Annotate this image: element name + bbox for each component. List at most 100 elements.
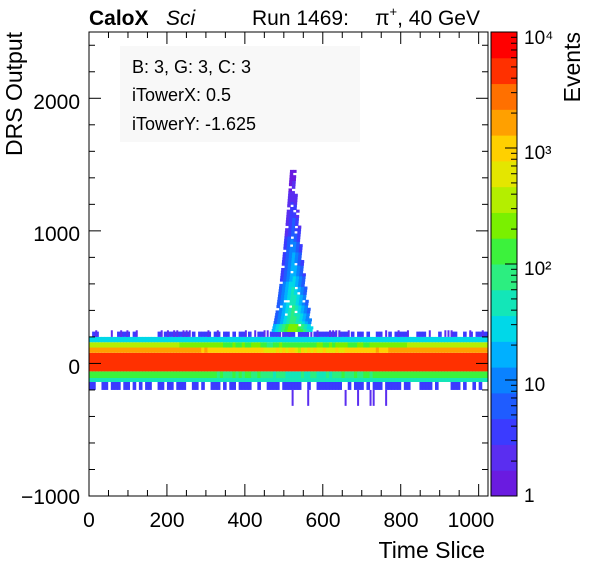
heatmap-cell: [272, 371, 277, 379]
heatmap-cell: [123, 352, 127, 372]
heatmap-cell: [300, 336, 305, 343]
heatmap-cell: [288, 342, 293, 348]
heatmap-cell: [238, 371, 243, 379]
heatmap-cell: [207, 371, 212, 379]
heatmap-cell: [293, 297, 297, 301]
heatmap-cell: [431, 347, 436, 353]
heatmap-cell: [357, 347, 361, 353]
heatmap-cell: [463, 336, 467, 343]
heatmap-cell: [110, 381, 115, 390]
heatmap-cell: [425, 336, 430, 343]
heatmap-cell: [388, 336, 392, 343]
heatmap-cell: [300, 352, 305, 372]
heatmap-cell: [166, 371, 171, 379]
heatmap-cell: [300, 260, 305, 264]
heatmap-cell: [120, 347, 124, 353]
heatmap-cell: [293, 291, 298, 295]
heatmap-cell: [299, 244, 303, 248]
heatmap-cell: [126, 381, 131, 390]
heatmap-cell: [335, 381, 339, 390]
heatmap-cell: [419, 347, 424, 353]
heatmap-cell: [286, 246, 290, 250]
heatmap-cell: [360, 352, 364, 372]
heatmap-cell: [273, 321, 278, 325]
axis-ticks: [88, 32, 488, 497]
heatmap-cell: [297, 289, 301, 293]
heatmap-cell: [276, 371, 280, 379]
heatmap-cell: [481, 336, 486, 343]
heatmap-cell: [316, 347, 321, 353]
heatmap-cell: [435, 342, 439, 348]
heatmap-cell: [388, 342, 392, 348]
heatmap-cell: [459, 347, 464, 353]
heatmap-cell: [126, 352, 131, 372]
heatmap-cell: [282, 381, 286, 390]
heatmap-cell: [341, 342, 346, 348]
heatmap-cell: [481, 330, 484, 337]
heatmap-cell: [290, 206, 294, 211]
heatmap-cell: [145, 347, 149, 353]
heatmap-cell: [353, 381, 358, 390]
heatmap-cell: [104, 342, 109, 348]
heatmap-cell: [302, 328, 307, 333]
heatmap-cell: [285, 222, 290, 226]
heatmap-cell: [107, 342, 112, 348]
heatmap-cell: [286, 217, 290, 221]
heatmap-cell: [274, 315, 279, 319]
heatmap-cell: [285, 331, 289, 337]
heatmap-cell: [360, 336, 364, 343]
heatmap-cell: [344, 336, 349, 343]
heatmap-cell: [391, 381, 395, 390]
heatmap-cell: [303, 310, 308, 314]
heatmap-cell: [431, 352, 436, 372]
heatmap-cell: [198, 342, 202, 348]
heatmap-cell: [95, 342, 99, 348]
y-tick-label: 2000: [33, 91, 80, 114]
heatmap-cell: [104, 352, 109, 372]
heatmap-cell: [201, 347, 205, 353]
heatmap-cell: [282, 336, 286, 343]
heatmap-cell: [107, 371, 112, 379]
heatmap-cell: [428, 342, 433, 348]
heatmap-cell: [238, 378, 243, 382]
heatmap-cell: [283, 278, 287, 282]
heatmap-cell: [117, 342, 121, 348]
heatmap-cell: [157, 352, 162, 372]
heatmap-cell: [353, 371, 358, 379]
heatmap-cell: [322, 331, 327, 337]
heatmap-cell: [289, 249, 293, 253]
heatmap-cell: [229, 352, 233, 372]
heatmap-cell: [322, 336, 327, 343]
heatmap-cell: [110, 347, 115, 353]
heatmap-cell: [278, 326, 283, 330]
heatmap-cell: [291, 326, 295, 330]
heatmap-cell: [182, 330, 185, 337]
heatmap-cell: [304, 352, 308, 372]
heatmap-cell: [296, 273, 300, 277]
heatmap-cell: [475, 342, 480, 348]
heatmap-cell: [213, 381, 218, 390]
heatmap-cell: [219, 336, 224, 343]
heatmap-cell: [428, 352, 433, 372]
heatmap-cell: [388, 347, 392, 353]
heatmap-cell: [251, 371, 255, 379]
heatmap-cell: [284, 267, 288, 272]
heatmap-cell: [469, 347, 473, 353]
heatmap-cell: [110, 378, 115, 382]
heatmap-cell: [289, 278, 293, 282]
heatmap-cell: [176, 342, 180, 348]
heatmap-cell: [303, 326, 308, 330]
heatmap-cell: [291, 347, 296, 353]
heatmap-cell: [235, 336, 240, 343]
heatmap-cell: [329, 371, 333, 379]
heatmap-cell: [98, 342, 102, 348]
heatmap-cell: [296, 244, 300, 248]
heatmap-cell: [375, 378, 380, 382]
heatmap-cell: [403, 342, 408, 348]
heatmap-cell: [366, 378, 371, 382]
heatmap-cell: [456, 347, 461, 353]
heatmap-cell: [204, 371, 208, 379]
heatmap-cell: [279, 321, 284, 325]
heatmap-cell: [478, 331, 483, 337]
heatmap-cell: [475, 378, 480, 382]
